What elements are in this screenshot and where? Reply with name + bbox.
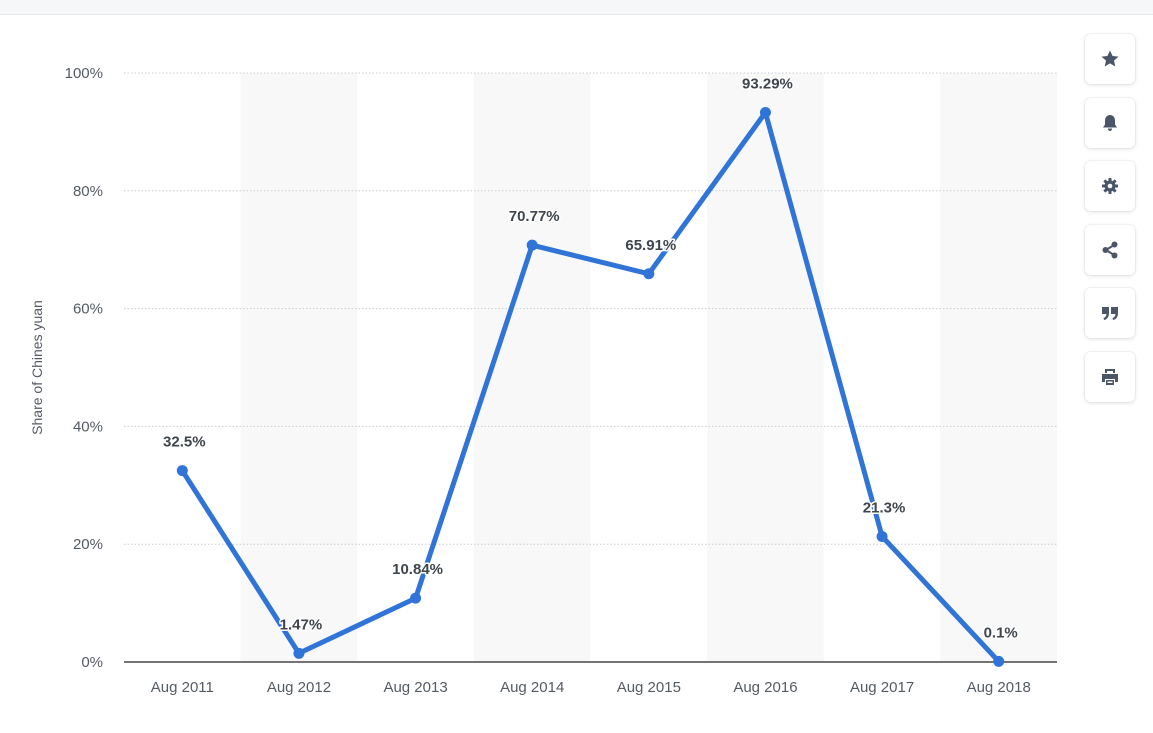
data-label: 1.47% <box>280 616 323 633</box>
quote-icon <box>1102 307 1118 321</box>
y-axis-ticks: 0% 20% 40% 60% 80% 100% <box>65 65 103 671</box>
top-bar <box>0 0 1153 15</box>
x-tick-label: Aug 2017 <box>850 679 914 696</box>
y-tick-label: 80% <box>73 183 103 200</box>
y-tick-label: 60% <box>73 301 103 318</box>
data-label: 32.5% <box>163 434 206 451</box>
data-point <box>526 239 538 251</box>
data-label: 93.29% <box>742 76 793 93</box>
y-tick-label: 40% <box>73 418 103 435</box>
settings-button[interactable] <box>1085 161 1135 212</box>
x-tick-label: Aug 2016 <box>733 679 797 696</box>
data-point <box>993 655 1005 667</box>
print-icon <box>1102 368 1118 385</box>
x-tick-label: Aug 2012 <box>267 679 331 696</box>
data-label: 21.3% <box>863 500 906 517</box>
data-point <box>876 531 888 543</box>
notification-button[interactable] <box>1085 97 1135 148</box>
data-points <box>176 107 1005 667</box>
print-button[interactable] <box>1085 351 1135 402</box>
x-tick-label: Aug 2015 <box>617 679 681 696</box>
series-line <box>179 110 1002 664</box>
category-bands <box>240 73 1057 662</box>
bell-icon <box>1103 114 1117 131</box>
share-icon <box>1102 241 1118 259</box>
y-axis-label: Share of Chines yuan <box>29 300 45 435</box>
category-band <box>240 73 358 662</box>
data-label: 10.84% <box>392 561 443 578</box>
data-label: 65.91% <box>625 237 676 254</box>
y-tick-label: 20% <box>73 536 103 553</box>
category-band <box>707 73 824 662</box>
data-labels: 32.5% 1.47% 10.84% 70.77% 65.91% 93.29% 21.3% 0… <box>162 74 1020 643</box>
chart-toolbar <box>1085 34 1137 416</box>
star-icon <box>1101 50 1119 67</box>
data-point <box>176 465 188 477</box>
x-tick-label: Aug 2013 <box>383 679 447 696</box>
x-axis-ticks: Aug 2011 Aug 2012 Aug 2013 Aug 2014 Aug 2015… <box>151 679 1031 696</box>
cite-button[interactable] <box>1085 288 1135 339</box>
y-tick-label: 100% <box>65 65 103 82</box>
data-label: 70.77% <box>509 208 560 225</box>
data-point <box>643 268 655 280</box>
x-tick-label: Aug 2014 <box>500 679 564 696</box>
favorite-button[interactable] <box>1085 34 1135 84</box>
data-point <box>410 592 422 604</box>
x-tick-label: Aug 2011 <box>151 679 214 696</box>
x-tick-label: Aug 2018 <box>967 679 1031 696</box>
data-point <box>293 647 305 659</box>
category-band <box>940 73 1057 662</box>
gridlines <box>124 72 1057 545</box>
y-tick-label: 0% <box>81 654 103 671</box>
data-label: 0.1% <box>984 624 1018 641</box>
share-button[interactable] <box>1085 224 1135 275</box>
gear-icon <box>1102 178 1118 195</box>
data-point <box>759 107 771 119</box>
